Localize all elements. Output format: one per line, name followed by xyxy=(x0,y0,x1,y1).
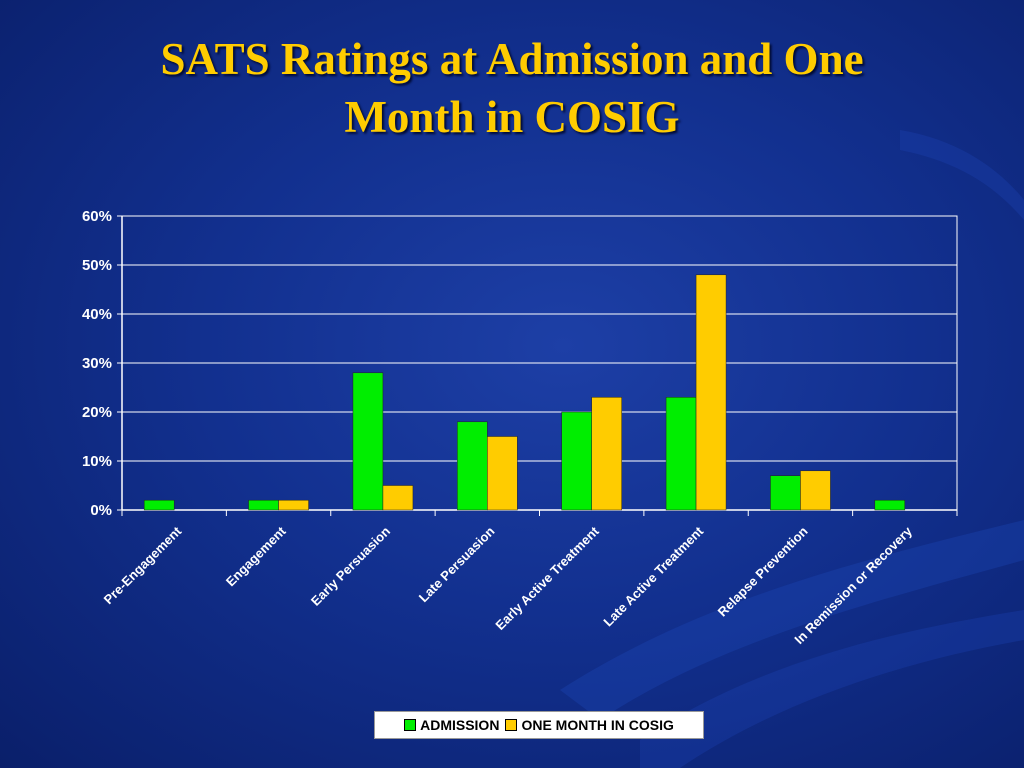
bar-one-month xyxy=(487,436,518,511)
x-category-label: In Remission or Recovery xyxy=(791,523,915,647)
legend-swatch-admission xyxy=(404,719,417,731)
legend-item-admission: ADMISSION xyxy=(404,717,499,733)
x-category-label: Early Persuasion xyxy=(308,523,393,608)
bar-one-month xyxy=(278,499,309,511)
chart-legend: ADMISSION ONE MONTH IN COSIG xyxy=(374,711,704,739)
x-category-label: Pre-Engagement xyxy=(101,523,185,607)
y-tick-label: 30% xyxy=(82,355,112,372)
y-tick-label: 20% xyxy=(82,404,112,421)
bar-admission xyxy=(457,421,488,511)
bar-admission xyxy=(665,397,697,511)
bar-one-month xyxy=(591,397,622,511)
bar-admission xyxy=(561,411,592,511)
y-tick-label: 60% xyxy=(82,208,112,225)
bar-admission xyxy=(248,499,279,511)
legend-label-admission: ADMISSION xyxy=(420,717,500,733)
title-line-2: Month in COSIG xyxy=(344,92,680,142)
bar-admission xyxy=(352,372,384,511)
x-category-label: Engagement xyxy=(223,523,289,589)
x-category-label: Late Persuasion xyxy=(416,523,498,605)
bar-admission xyxy=(874,499,906,511)
y-tick-label: 40% xyxy=(82,306,112,323)
bar-admission xyxy=(770,475,801,511)
bar-one-month xyxy=(695,274,727,511)
x-category-label: Relapse Prevention xyxy=(715,523,811,619)
x-category-label: Early Active Treatment xyxy=(492,523,602,633)
legend-item-one-month: ONE MONTH IN COSIG xyxy=(505,717,674,733)
title-line-1: SATS Ratings at Admission and One xyxy=(160,34,864,84)
slide-title: SATS Ratings at Admission and One Month … xyxy=(0,30,1024,146)
y-tick-label: 0% xyxy=(90,502,112,519)
y-tick-label: 10% xyxy=(82,453,112,470)
x-category-label: Late Active Treatment xyxy=(600,523,706,629)
bar-admission xyxy=(143,499,175,511)
bar-one-month xyxy=(382,485,414,511)
y-tick-label: 50% xyxy=(82,257,112,274)
legend-swatch-one-month xyxy=(505,719,518,731)
bar-one-month xyxy=(800,470,831,511)
legend-label-one-month: ONE MONTH IN COSIG xyxy=(521,717,674,733)
